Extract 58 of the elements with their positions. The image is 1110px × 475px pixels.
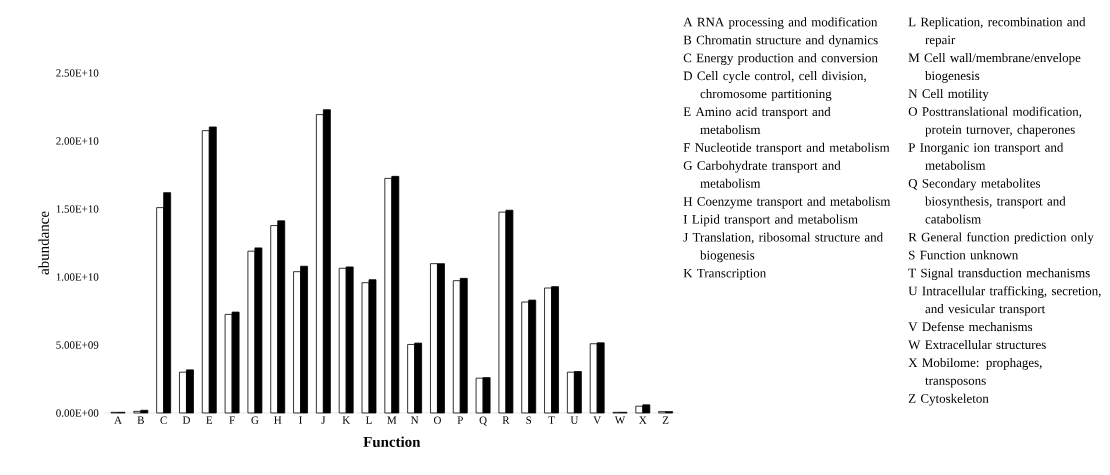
- text: G Carbohydrate transport and metabolism: [683, 160, 841, 188]
- x-tick-label: D: [182, 416, 190, 424]
- x-tick-label: U: [570, 416, 579, 424]
- text: N Cell motility: [908, 88, 989, 101]
- x-tick-label: R: [502, 416, 510, 424]
- text: J Translation, ribosomal structure and biogenesis: [683, 232, 883, 263]
- text: W Extracellular structures: [908, 339, 1046, 350]
- text: Q Secondary metabolites biosynthesis, transport and catabolism: [908, 178, 1066, 224]
- x-tick-label: I: [299, 416, 302, 424]
- x-tick-label: M: [387, 416, 397, 424]
- x-axis-title: Function: [363, 436, 421, 447]
- text: I Lipid transport and metabolism: [683, 214, 858, 227]
- y-tick-label: 2.00E+10: [56, 137, 99, 145]
- text: U Intracellular trafficking, secretion, and vesicular transport: [908, 286, 1101, 316]
- text: B Chromatin structure and dynamics: [683, 35, 878, 48]
- x-tick-label: L: [365, 416, 372, 424]
- y-tick-label: 1.00E+10: [56, 273, 99, 281]
- x-tick-label: C: [160, 416, 167, 424]
- x-tick-label: N: [410, 416, 419, 424]
- text: R General function prediction only: [908, 232, 1094, 245]
- x-tick-label: H: [274, 416, 282, 424]
- text: S Function unknown: [909, 250, 1019, 260]
- text: O Posttranslational modification, protein turnover, chaperones: [908, 106, 1082, 137]
- x-tick-label: P: [457, 416, 463, 424]
- text: A RNA processing and modification: [683, 17, 878, 30]
- text: T Signal transduction mechanisms: [908, 268, 1090, 281]
- text: P Inorganic ion transport and metabolism: [908, 142, 1064, 170]
- x-tick-label: T: [548, 416, 555, 424]
- y-tick-label: 5.00E+09: [56, 341, 99, 349]
- text: M Cell wall/membrane/envelope biogenesis: [908, 53, 1081, 83]
- text: E Amino acid transport and metabolism: [683, 106, 831, 135]
- x-tick-label: A: [114, 416, 122, 424]
- text: C Energy production and conversion: [683, 53, 878, 65]
- x-tick-label: G: [251, 416, 259, 424]
- text: H Coenzyme transport and metabolism: [683, 196, 891, 209]
- x-tick-label: J: [321, 416, 326, 424]
- y-tick-label: 1.50E+10: [56, 205, 99, 213]
- text: F Nucleotide transport and metabolism: [683, 142, 890, 155]
- x-tick-label: W: [614, 416, 626, 424]
- x-tick-label: K: [342, 416, 351, 424]
- y-axis-title: abundance: [38, 211, 49, 275]
- text: V Defense mechanisms: [908, 321, 1033, 332]
- x-tick-label: E: [206, 416, 213, 424]
- text: Z Cytoskeleton: [908, 393, 989, 406]
- text: K Transcription: [683, 268, 767, 281]
- x-tick-label: Q: [479, 416, 487, 426]
- y-tick-label: 0.00E+00: [56, 409, 99, 417]
- text: L Replication, recombination and repair: [908, 17, 1086, 47]
- x-tick-label: Z: [662, 416, 669, 424]
- x-tick-label: S: [526, 416, 532, 424]
- text: D Cell cycle control, cell division, chromosome partitioning: [683, 71, 866, 101]
- x-tick-label: V: [593, 416, 601, 424]
- text: X Mobilome: prophages, transposons: [908, 357, 1042, 388]
- x-tick-label: O: [433, 416, 441, 424]
- x-tick-label: X: [639, 416, 647, 424]
- x-tick-label: B: [137, 416, 144, 424]
- y-tick-label: 2.50E+10: [56, 69, 99, 77]
- x-tick-label: F: [229, 416, 235, 424]
